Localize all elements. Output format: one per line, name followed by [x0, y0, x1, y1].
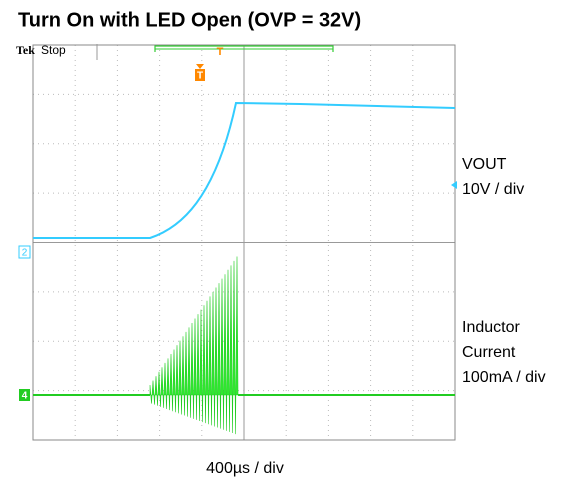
graticule [33, 45, 455, 440]
trigger-box [195, 69, 205, 81]
trigger-pos: T [217, 46, 224, 58]
screen-border [32, 44, 456, 441]
current-label-1: Inductor [462, 319, 520, 336]
vout-ref-arrow [451, 181, 457, 189]
ch2-marker: 2 [22, 248, 28, 259]
vout-trace [33, 101, 456, 239]
current-burst [149, 256, 239, 435]
ch2-marker-box [18, 245, 31, 259]
status: Stop [41, 43, 66, 57]
ch4-marker: 4 [22, 391, 28, 402]
brand: Tek [16, 43, 35, 57]
current-label-2: Current [462, 344, 516, 361]
current-scale: 100mA / div [462, 369, 546, 386]
trigger-arrow [196, 64, 204, 69]
vout-label: VOUT [462, 156, 507, 173]
ch4-marker-box [19, 389, 30, 401]
trigger-marker: T [197, 71, 203, 82]
title: Turn On with LED Open (OVP = 32V) [18, 9, 361, 31]
vout-scale: 10V / div [462, 181, 524, 198]
timebase: 400µs / div [206, 460, 284, 477]
